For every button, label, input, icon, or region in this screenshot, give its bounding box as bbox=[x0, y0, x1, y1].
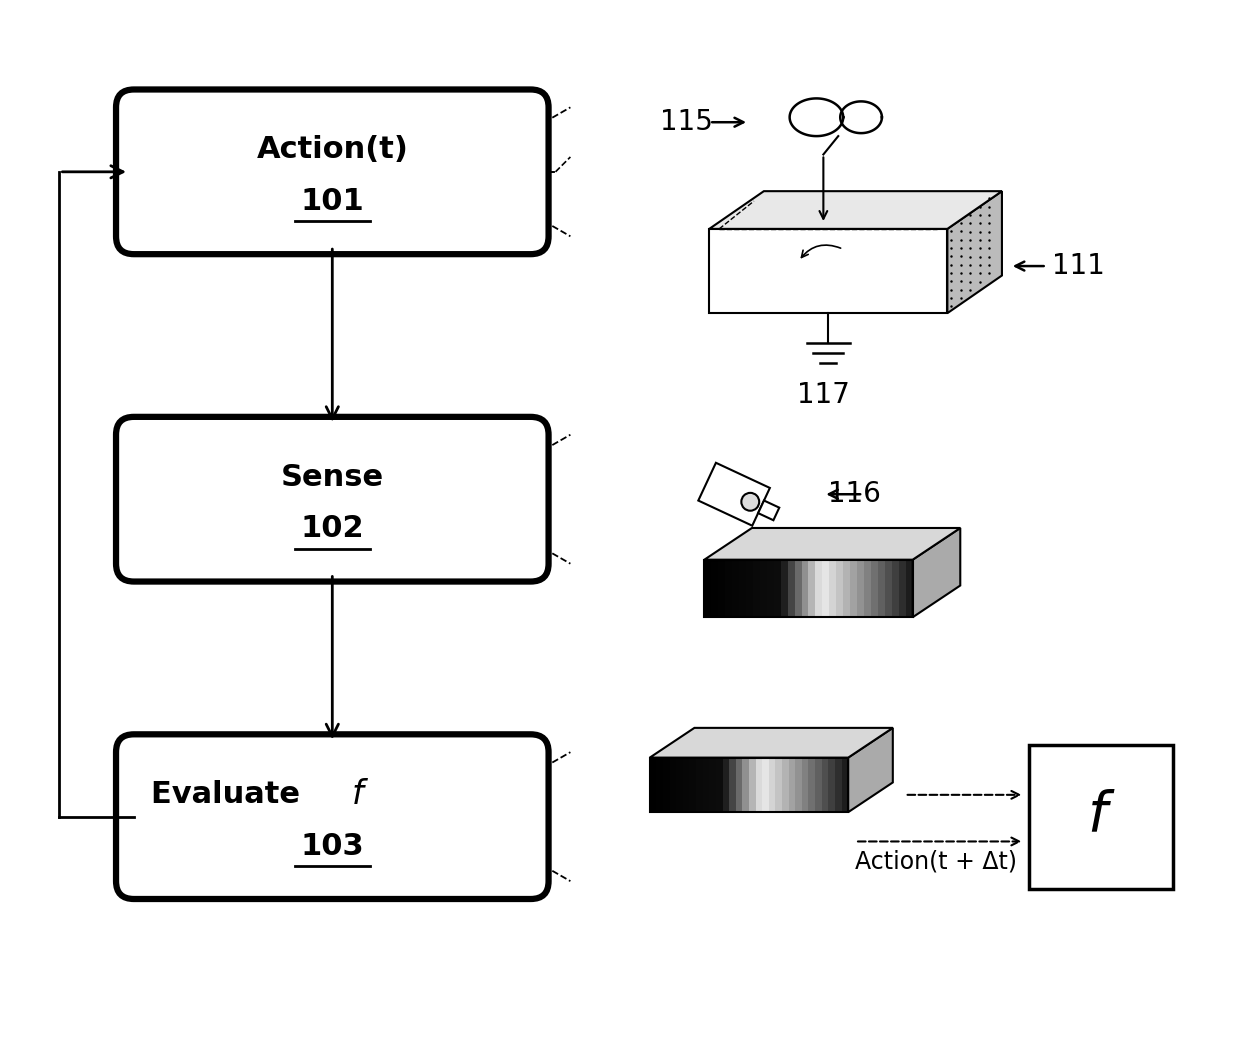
Polygon shape bbox=[795, 757, 802, 812]
Polygon shape bbox=[769, 757, 776, 812]
Polygon shape bbox=[828, 757, 836, 812]
Polygon shape bbox=[801, 560, 810, 617]
Text: 101: 101 bbox=[300, 187, 365, 216]
Polygon shape bbox=[905, 560, 914, 617]
Polygon shape bbox=[712, 560, 719, 617]
Polygon shape bbox=[843, 560, 851, 617]
Polygon shape bbox=[766, 560, 775, 617]
Polygon shape bbox=[878, 560, 885, 617]
Text: Sense: Sense bbox=[280, 463, 384, 492]
Polygon shape bbox=[782, 757, 790, 812]
FancyBboxPatch shape bbox=[117, 89, 548, 254]
Polygon shape bbox=[739, 560, 746, 617]
FancyBboxPatch shape bbox=[758, 500, 779, 520]
Text: 115: 115 bbox=[660, 108, 713, 136]
Polygon shape bbox=[656, 757, 663, 812]
Polygon shape bbox=[704, 560, 712, 617]
Polygon shape bbox=[787, 560, 796, 617]
Polygon shape bbox=[851, 560, 858, 617]
Polygon shape bbox=[755, 757, 763, 812]
Polygon shape bbox=[732, 560, 740, 617]
Polygon shape bbox=[870, 560, 879, 617]
FancyBboxPatch shape bbox=[117, 416, 548, 581]
Text: $f$: $f$ bbox=[1087, 790, 1116, 843]
Polygon shape bbox=[676, 757, 683, 812]
Polygon shape bbox=[709, 191, 1002, 229]
Polygon shape bbox=[749, 757, 756, 812]
Text: 102: 102 bbox=[300, 514, 365, 543]
Polygon shape bbox=[808, 560, 816, 617]
Polygon shape bbox=[892, 560, 900, 617]
Text: Action(t): Action(t) bbox=[257, 135, 408, 165]
Polygon shape bbox=[802, 757, 810, 812]
Polygon shape bbox=[842, 757, 849, 812]
Polygon shape bbox=[735, 757, 743, 812]
Polygon shape bbox=[683, 757, 691, 812]
Polygon shape bbox=[743, 757, 750, 812]
Polygon shape bbox=[703, 757, 711, 812]
Text: Action(t + Δt): Action(t + Δt) bbox=[856, 850, 1017, 874]
Polygon shape bbox=[808, 757, 816, 812]
Polygon shape bbox=[848, 728, 893, 812]
Polygon shape bbox=[822, 757, 830, 812]
Polygon shape bbox=[729, 757, 737, 812]
Text: Evaluate: Evaluate bbox=[151, 780, 310, 810]
Polygon shape bbox=[836, 560, 844, 617]
Polygon shape bbox=[795, 560, 802, 617]
Polygon shape bbox=[774, 560, 781, 617]
Polygon shape bbox=[899, 560, 906, 617]
Polygon shape bbox=[709, 757, 717, 812]
Polygon shape bbox=[816, 560, 823, 617]
Polygon shape bbox=[689, 757, 697, 812]
Text: 103: 103 bbox=[300, 832, 365, 861]
Polygon shape bbox=[913, 528, 960, 617]
Text: $f$: $f$ bbox=[351, 778, 370, 811]
Polygon shape bbox=[650, 757, 657, 812]
Circle shape bbox=[742, 493, 759, 511]
Text: 117: 117 bbox=[797, 381, 849, 409]
Polygon shape bbox=[835, 757, 842, 812]
Polygon shape bbox=[781, 560, 789, 617]
FancyBboxPatch shape bbox=[117, 734, 548, 899]
Polygon shape bbox=[789, 757, 796, 812]
Text: 116: 116 bbox=[828, 480, 882, 509]
Polygon shape bbox=[696, 757, 703, 812]
Polygon shape bbox=[704, 528, 960, 560]
Polygon shape bbox=[885, 560, 893, 617]
Polygon shape bbox=[864, 560, 872, 617]
Polygon shape bbox=[822, 560, 831, 617]
Polygon shape bbox=[830, 560, 837, 617]
Polygon shape bbox=[763, 757, 770, 812]
Polygon shape bbox=[715, 757, 723, 812]
Polygon shape bbox=[815, 757, 822, 812]
Polygon shape bbox=[775, 757, 782, 812]
Polygon shape bbox=[650, 728, 893, 757]
Polygon shape bbox=[760, 560, 768, 617]
Polygon shape bbox=[709, 229, 947, 314]
Polygon shape bbox=[746, 560, 754, 617]
Polygon shape bbox=[947, 191, 1002, 314]
Polygon shape bbox=[725, 560, 733, 617]
FancyBboxPatch shape bbox=[698, 463, 770, 526]
Polygon shape bbox=[753, 560, 761, 617]
Text: 111: 111 bbox=[1052, 252, 1105, 280]
Polygon shape bbox=[857, 560, 866, 617]
Polygon shape bbox=[663, 757, 671, 812]
Polygon shape bbox=[670, 757, 677, 812]
Polygon shape bbox=[723, 757, 730, 812]
FancyBboxPatch shape bbox=[1029, 745, 1173, 889]
Polygon shape bbox=[718, 560, 727, 617]
